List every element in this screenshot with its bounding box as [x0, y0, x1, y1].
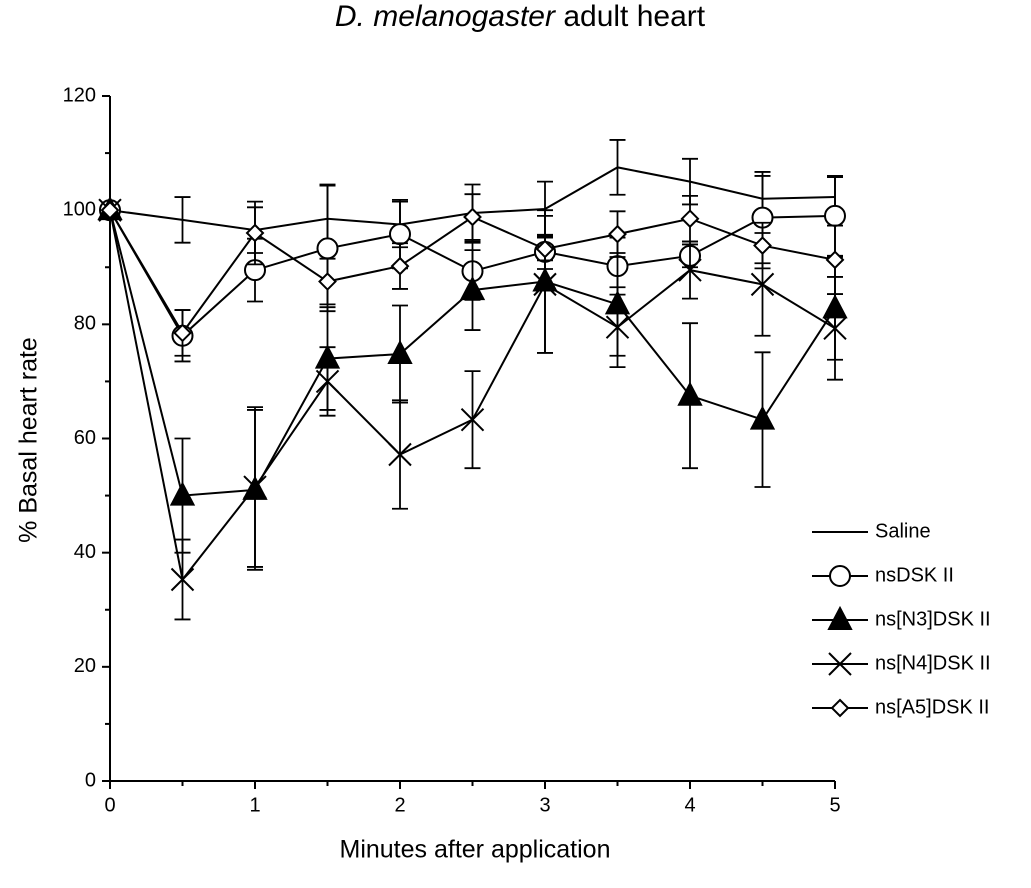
y-tick-label: 60 — [74, 427, 96, 449]
marker-diamond — [825, 250, 845, 270]
marker-triangle — [459, 275, 486, 301]
title-species: D. melanogaster — [335, 0, 556, 33]
legend-label: nsDSK II — [875, 564, 954, 586]
y-tick-label: 120 — [63, 84, 96, 106]
marker-cross — [388, 442, 412, 467]
legend-marker — [828, 652, 852, 676]
marker-cross — [533, 272, 557, 297]
y-tick-label: 100 — [63, 198, 96, 220]
title-text: adult heart — [563, 0, 705, 33]
marker-circle — [316, 237, 339, 260]
marker-diamond — [680, 209, 700, 229]
marker-diamond — [608, 224, 627, 244]
y-tick-label: 20 — [74, 655, 96, 677]
y-tick-label: 0 — [85, 769, 96, 791]
legend-label: Saline — [875, 520, 931, 542]
marker-cross — [460, 407, 485, 432]
marker-diamond — [100, 200, 120, 220]
legend-label: ns[N4]DSK II — [875, 652, 991, 674]
marker-diamond — [535, 239, 555, 259]
marker-triangle — [169, 481, 196, 506]
legend-label: ns[N3]DSK II — [875, 608, 991, 630]
marker-triangle — [749, 405, 776, 430]
x-tick-label: 1 — [249, 794, 260, 816]
x-tick-label: 5 — [829, 794, 840, 816]
marker-diamond — [390, 256, 410, 276]
marker-cross — [170, 567, 195, 592]
marker-diamond — [463, 207, 482, 227]
marker-cross — [243, 475, 267, 499]
marker-cross — [605, 315, 630, 339]
y-tick-label: 80 — [74, 313, 96, 335]
marker-diamond — [318, 272, 337, 291]
marker-triangle — [677, 381, 703, 406]
x-tick-label: 4 — [684, 794, 695, 816]
y-tick-label: 40 — [74, 541, 96, 563]
legend-marker — [827, 605, 853, 630]
chart-title: D. melanogaster adult heart — [335, 0, 706, 33]
marker-diamond — [753, 236, 772, 255]
x-tick-label: 3 — [539, 794, 550, 816]
marker-circle — [389, 223, 411, 246]
marker-cross — [678, 258, 702, 282]
x-tick-label: 2 — [394, 794, 405, 816]
marker-triangle — [387, 339, 413, 365]
legend-marker — [829, 565, 851, 587]
marker-cross — [315, 369, 340, 394]
marker-diamond — [245, 223, 265, 243]
legend-marker — [830, 698, 850, 718]
x-axis-label: Minutes after application — [340, 836, 611, 864]
x-tick-label: 0 — [104, 794, 115, 816]
legend-label: ns[A5]DSK II — [875, 696, 990, 718]
marker-cross — [823, 316, 847, 341]
marker-cross — [750, 272, 775, 297]
marker-diamond — [173, 323, 192, 343]
y-axis-label: % Basal heart rate — [15, 337, 43, 543]
marker-circle — [824, 204, 846, 227]
